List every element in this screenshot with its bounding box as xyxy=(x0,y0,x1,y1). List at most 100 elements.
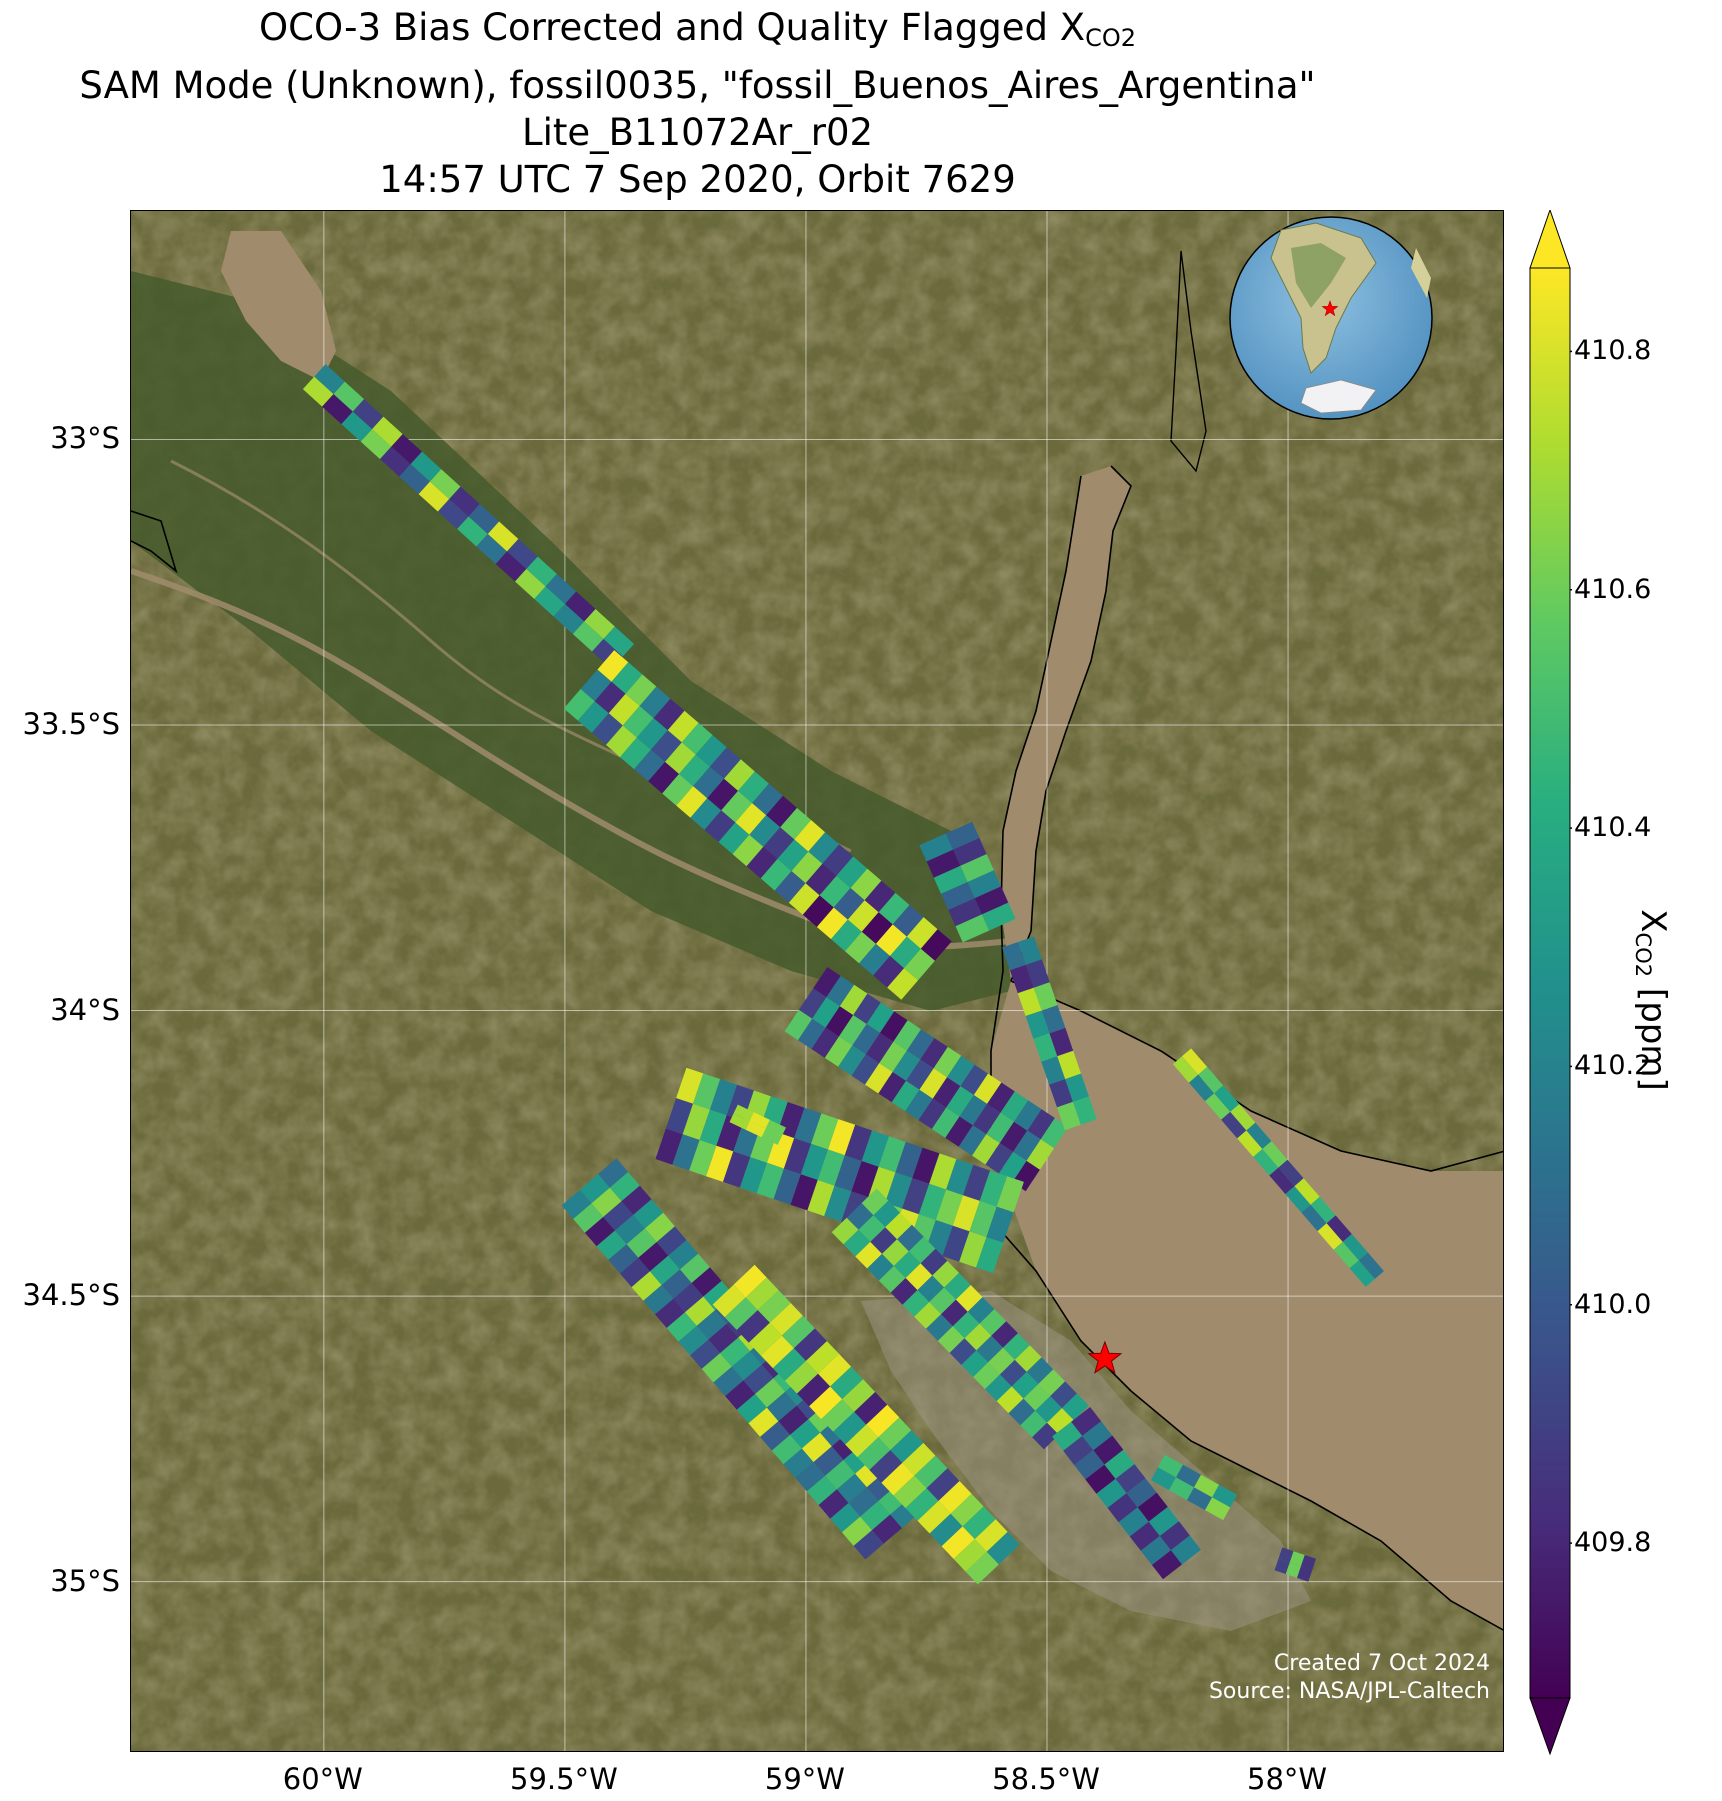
sounding-footprint xyxy=(818,1353,852,1387)
colorbar-tick-label: 410.8 xyxy=(1574,335,1652,367)
sounding-footprint xyxy=(967,1297,995,1324)
sounding-footprint xyxy=(655,1128,683,1165)
sounding-footprint xyxy=(791,851,823,884)
sounding-footprint xyxy=(941,1299,968,1327)
sounding-footprint xyxy=(969,1200,997,1238)
sounding-footprint xyxy=(665,1098,693,1135)
sounding-footprint xyxy=(676,1067,704,1104)
sounding-footprint xyxy=(457,516,488,547)
sounding-footprint xyxy=(322,394,353,425)
antarctica-shape xyxy=(1300,379,1377,414)
sounding-footprint xyxy=(1198,1066,1224,1094)
sounding-footprint xyxy=(811,1027,839,1058)
sounding-footprint xyxy=(824,1036,853,1067)
sounding-footprint xyxy=(685,1296,715,1326)
sounding-footprint xyxy=(866,1404,900,1438)
sounding-footprint xyxy=(929,1287,956,1315)
sounding-footprint xyxy=(880,1011,908,1042)
sounding-footprint xyxy=(979,1309,1007,1336)
sounding-footprint xyxy=(689,1140,717,1177)
sounding-footprint xyxy=(655,1298,685,1328)
sounding-footprint xyxy=(748,1322,782,1356)
sounding-footprint xyxy=(986,1206,1014,1243)
sounding-footprint xyxy=(703,1280,734,1311)
sounding-footprint xyxy=(890,1430,924,1463)
title-subscript: CO2 xyxy=(1085,24,1137,52)
sounding-footprint xyxy=(736,1394,767,1424)
sounding-footprint xyxy=(1349,1260,1375,1287)
sounding-footprint xyxy=(1013,1100,1042,1131)
sounding-footprint xyxy=(766,795,797,828)
sounding-footprint xyxy=(631,1271,662,1301)
sounding-footprint xyxy=(579,1174,610,1204)
sounding-footprint xyxy=(902,1178,930,1215)
sounding-footprint xyxy=(794,820,826,852)
sounding-footprint xyxy=(1000,1091,1029,1122)
sounding-footprint xyxy=(935,1189,963,1226)
sounding-footprint xyxy=(665,742,696,774)
sounding-footprint xyxy=(1205,1497,1231,1521)
sounding-footprint xyxy=(878,892,910,925)
sounding-footprint xyxy=(819,875,851,908)
sounding-footprint xyxy=(781,1315,815,1349)
sounding-footprint xyxy=(352,399,384,430)
sounding-footprint xyxy=(534,586,565,617)
sounding-footprint xyxy=(1182,1048,1208,1075)
sounding-footprint xyxy=(960,1064,988,1095)
sounding-footprint xyxy=(633,1199,664,1229)
sounding-footprint xyxy=(1104,1449,1135,1479)
sounding-footprint xyxy=(526,556,557,587)
sounding-footprint xyxy=(693,766,724,799)
sounding-footprint xyxy=(1285,1186,1311,1213)
sounding-footprint xyxy=(720,1337,750,1367)
sounding-footprint xyxy=(695,735,727,767)
sounding-footprint xyxy=(1187,1487,1213,1511)
sounding-footprint xyxy=(1014,1345,1042,1372)
colorbar-tick-label: 410.0 xyxy=(1574,1288,1652,1320)
sounding-footprint xyxy=(979,1170,1007,1207)
sounding-footprint xyxy=(372,416,403,447)
sounding-footprint xyxy=(866,1002,895,1033)
sounding-footprint xyxy=(649,1255,680,1286)
sounding-footprint xyxy=(885,1172,913,1209)
sounding-footprint xyxy=(952,1311,980,1339)
sounding-footprint xyxy=(644,1212,675,1243)
sounding-footprint xyxy=(891,1080,920,1112)
title-line-4: 14:57 UTC 7 Sep 2020, Orbit 7629 xyxy=(379,158,1016,201)
sounding-footprint xyxy=(709,747,741,779)
sounding-footprint xyxy=(920,1248,948,1276)
sounding-footprint xyxy=(878,1417,912,1451)
title-line-2: SAM Mode (Unknown), fossil0035, "fossil_… xyxy=(79,64,1316,107)
sounding-footprint xyxy=(1017,987,1042,1016)
sounding-footprint xyxy=(1071,1407,1102,1436)
lat-tick-label: 33.5°S xyxy=(22,707,120,741)
sounding-footprint xyxy=(666,1312,697,1342)
sounding-footprint xyxy=(945,1116,973,1147)
sounding-footprint xyxy=(1194,1474,1220,1498)
inset-star-marker xyxy=(1321,300,1339,317)
sounding-footprint xyxy=(959,1231,987,1268)
sounding-footprint xyxy=(833,888,865,920)
sounding-footprint xyxy=(772,1348,806,1381)
sounding-footprint xyxy=(906,1029,935,1060)
sounding-footprint xyxy=(960,854,994,883)
sounding-footprint xyxy=(793,1328,827,1361)
sounding-footprint xyxy=(783,1448,814,1478)
sounding-footprint xyxy=(561,1189,592,1219)
sounding-footprint xyxy=(831,919,862,952)
sounding-footprint xyxy=(1137,1492,1168,1522)
sounding-footprint xyxy=(855,1241,882,1269)
sounding-footprint xyxy=(929,1513,963,1547)
sounding-footprint xyxy=(790,1419,821,1449)
sounding-footprint xyxy=(918,1098,947,1129)
sounding-footprint xyxy=(1026,1139,1055,1170)
coastline xyxy=(990,465,1503,1631)
sounding-footprint xyxy=(890,936,921,969)
sounding-footprint xyxy=(766,1391,797,1422)
sounding-footprint xyxy=(931,1107,960,1138)
sounding-footprint xyxy=(643,1285,674,1315)
sounding-footprint xyxy=(495,551,527,582)
sounding-footprint xyxy=(800,1143,828,1180)
sounding-footprint xyxy=(1294,1178,1320,1205)
sounding-footprint xyxy=(805,863,837,896)
